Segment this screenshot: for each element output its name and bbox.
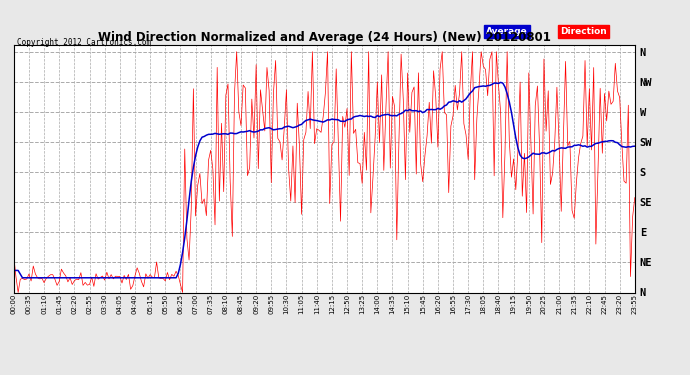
Text: Average: Average (486, 27, 528, 36)
Text: Copyright 2012 Cartronics.com: Copyright 2012 Cartronics.com (17, 38, 151, 46)
Text: Direction: Direction (560, 27, 607, 36)
Title: Wind Direction Normalized and Average (24 Hours) (New) 20120801: Wind Direction Normalized and Average (2… (98, 31, 551, 44)
